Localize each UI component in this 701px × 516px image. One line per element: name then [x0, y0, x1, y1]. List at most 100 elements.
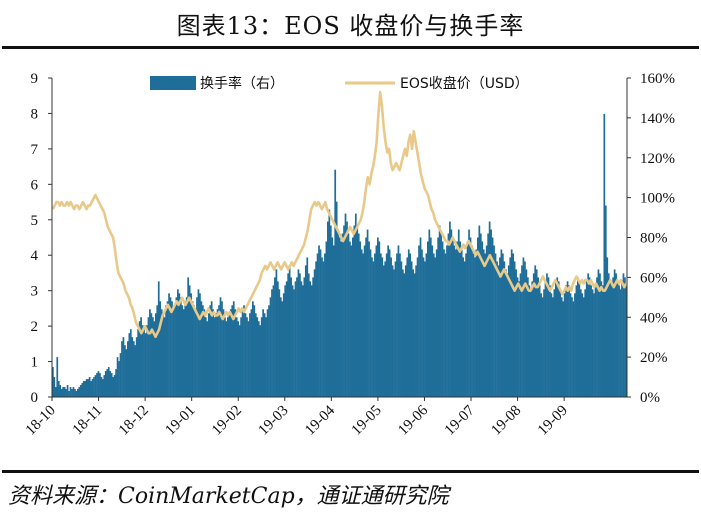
turnover-bar: [443, 249, 445, 397]
turnover-bar: [172, 309, 175, 397]
turnover-bar: [146, 325, 148, 397]
turnover-bar: [238, 325, 241, 397]
turnover-bar: [52, 367, 54, 397]
turnover-bar: [72, 387, 75, 397]
turnover-bar: [465, 253, 467, 397]
turnover-bar: [103, 375, 106, 397]
turnover-bar: [243, 305, 245, 397]
turnover-bar: [294, 281, 297, 397]
turnover-bar: [134, 345, 137, 397]
turnover-bar: [607, 273, 610, 397]
turnover-bar: [524, 261, 526, 397]
turnover-bar: [378, 241, 381, 397]
turnover-bar: [74, 389, 76, 397]
turnover-bar: [185, 297, 188, 397]
footer-rule: [2, 470, 699, 473]
turnover-bar: [512, 253, 515, 397]
turnover-bar: [94, 375, 97, 397]
x-tick-label: 19-08: [488, 403, 524, 439]
right-tick-label: 40%: [640, 310, 668, 326]
left-tick-label: 6: [31, 177, 39, 193]
turnover-bar: [591, 289, 594, 397]
turnover-bar: [171, 301, 173, 397]
turnover-bar: [374, 253, 376, 397]
turnover-bar: [277, 281, 279, 397]
turnover-bar: [81, 383, 84, 397]
turnover-bar: [125, 349, 128, 397]
turnover-bar: [263, 313, 266, 397]
x-tick-label: 19-01: [162, 403, 198, 439]
turnover-bar: [584, 289, 587, 397]
turnover-bar: [482, 249, 485, 397]
turnover-bar: [156, 305, 159, 397]
turnover-bar: [215, 313, 217, 397]
turnover-bar: [221, 301, 223, 397]
turnover-bar: [344, 213, 347, 397]
turnover-bar: [284, 285, 287, 397]
turnover-bar: [209, 305, 212, 397]
turnover-bar: [350, 245, 353, 397]
turnover-bar: [227, 317, 229, 397]
turnover-bar: [510, 249, 513, 397]
left-tick-label: 0: [31, 390, 39, 406]
turnover-bar: [572, 301, 575, 397]
turnover-bar: [499, 257, 501, 397]
title-rule: [2, 46, 699, 49]
turnover-bar: [166, 301, 169, 397]
turnover-bar: [300, 281, 303, 397]
turnover-bar: [66, 385, 69, 397]
turnover-bar: [521, 265, 523, 397]
chart-title: 图表13：EOS 收盘价与换手率: [176, 12, 525, 40]
turnover-bar: [425, 253, 428, 397]
right-tick-label: 140%: [640, 111, 675, 127]
turnover-bar: [441, 241, 444, 397]
turnover-bar: [366, 229, 369, 397]
turnover-bar: [413, 273, 416, 397]
turnover-bar: [460, 249, 463, 397]
turnover-bar: [68, 391, 70, 397]
turnover-bar: [119, 353, 122, 397]
turnover-bar: [516, 277, 519, 398]
turnover-bar: [202, 305, 204, 397]
turnover-bar: [340, 241, 342, 397]
turnover-bar: [566, 281, 569, 397]
turnover-bar: [229, 309, 232, 397]
turnover-bar: [321, 257, 323, 397]
turnover-bar: [562, 301, 565, 397]
turnover-bar: [250, 309, 253, 397]
x-tick-label: 19-06: [395, 402, 431, 438]
turnover-bar: [219, 297, 222, 397]
turnover-bar: [124, 345, 126, 397]
turnover-bar: [475, 249, 478, 397]
right-tick-label: 20%: [640, 350, 668, 366]
turnover-bar: [165, 305, 167, 397]
turnover-bar: [56, 357, 59, 398]
turnover-bar: [175, 297, 178, 397]
turnover-bar: [135, 337, 138, 397]
left-tick-label: 7: [31, 142, 39, 158]
turnover-bar: [602, 285, 604, 397]
turnover-bar: [285, 281, 288, 397]
turnover-bar: [293, 289, 295, 397]
turnover-bar: [90, 381, 92, 397]
left-tick-label: 8: [31, 106, 39, 122]
turnover-bar: [78, 387, 81, 397]
turnover-bar: [382, 265, 385, 397]
turnover-bar: [368, 241, 370, 397]
turnover-bar: [168, 293, 170, 397]
turnover-bar: [528, 285, 531, 397]
legend-bar-label: 换手率（右）: [200, 75, 284, 92]
turnover-bar: [597, 269, 600, 397]
turnover-bar: [418, 245, 420, 397]
turnover-bar: [609, 281, 612, 397]
turnover-bar: [431, 245, 434, 397]
turnover-bar: [224, 317, 226, 397]
turnover-bar: [128, 333, 131, 397]
turnover-bar: [479, 233, 482, 397]
turnover-bar: [131, 337, 134, 397]
x-tick-label: 19-04: [302, 402, 338, 438]
turnover-bar: [469, 237, 472, 397]
turnover-bar: [543, 289, 545, 397]
turnover-bar: [244, 313, 247, 397]
